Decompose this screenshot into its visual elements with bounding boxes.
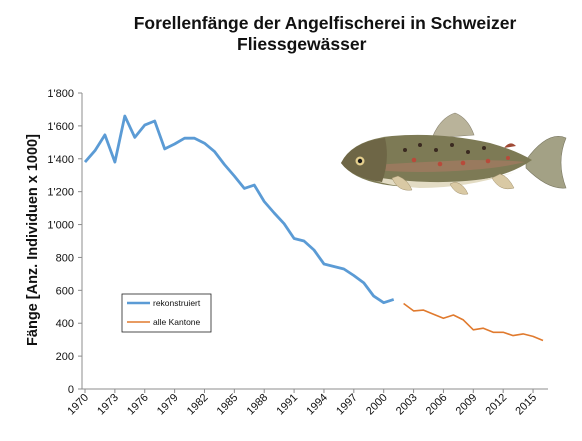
chart-title: Forellenfänge der Angelfischerei in Schw… bbox=[90, 13, 560, 55]
x-tick-label: 1988 bbox=[245, 392, 271, 418]
y-tick-label: 600 bbox=[56, 285, 74, 297]
x-tick-label: 2003 bbox=[394, 392, 420, 418]
y-tick-label: 1'200 bbox=[47, 187, 74, 199]
x-tick-label: 1982 bbox=[185, 392, 211, 418]
x-tick-label: 1994 bbox=[304, 392, 330, 418]
y-tick-label: 1'000 bbox=[47, 220, 74, 232]
x-tick-label: 1976 bbox=[125, 392, 151, 418]
legend-label-alle-kantone: alle Kantone bbox=[153, 317, 201, 327]
y-tick-label: 0 bbox=[68, 384, 74, 396]
x-tick-label: 2015 bbox=[513, 392, 539, 418]
y-tick-label: 800 bbox=[56, 252, 74, 264]
x-tick-label: 1997 bbox=[334, 392, 360, 418]
x-tick-label: 1985 bbox=[215, 392, 241, 418]
y-tick-label: 1'600 bbox=[47, 121, 74, 133]
series-line-rekonstruiert bbox=[83, 114, 395, 305]
legend-label-rekonstruiert: rekonstruiert bbox=[153, 298, 201, 308]
legend-box bbox=[121, 293, 212, 333]
x-tick-label: 1979 bbox=[155, 392, 181, 418]
x-tick-label: 2012 bbox=[483, 392, 509, 418]
y-axis-label: Fänge [Anz. Individuen x 1000] bbox=[25, 134, 41, 346]
series-line-alle-kantone bbox=[403, 302, 544, 342]
chart-title-line2: Fliessgewässer bbox=[237, 34, 367, 54]
y-tick-label: 200 bbox=[56, 351, 74, 363]
x-tick-label: 1991 bbox=[274, 392, 300, 418]
chart-title-line1: Forellenfänge der Angelfischerei in Schw… bbox=[133, 13, 517, 33]
x-tick-label: 2006 bbox=[424, 392, 450, 418]
x-tick-label: 2009 bbox=[454, 392, 480, 418]
x-tick-label: 2000 bbox=[364, 392, 390, 418]
y-tick-label: 400 bbox=[56, 318, 74, 330]
trout-icon bbox=[341, 112, 567, 195]
legend: rekonstruiert alle Kantone bbox=[121, 293, 212, 333]
x-tick-label: 1973 bbox=[95, 392, 121, 418]
y-tick-label: 1'800 bbox=[47, 88, 74, 100]
y-tick-label: 1'400 bbox=[47, 154, 74, 166]
